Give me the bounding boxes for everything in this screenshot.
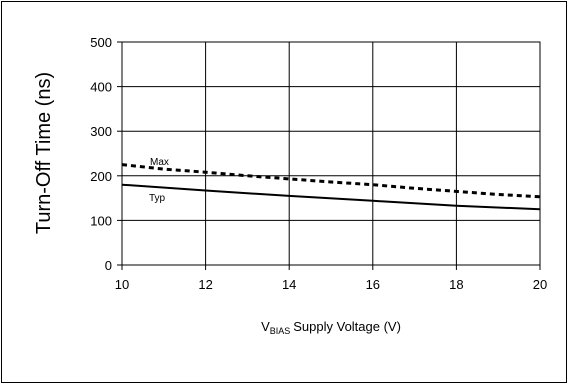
series-line-typ [121,183,541,211]
x-tick-label: 12 [198,277,212,292]
y-tick-label: 400 [90,80,112,95]
grid [121,41,541,266]
annotation-max: Max [150,157,169,168]
x-axis-title-prefix: V [261,319,270,334]
y-axis-title: Turn-Off Time (ns) [33,72,55,234]
x-tick-label: 20 [533,277,547,292]
y-tick-label: 300 [90,124,112,139]
x-axis-title-subscript: BIAS [270,326,291,336]
plot-area [121,41,541,266]
x-tick-label: 16 [366,277,380,292]
x-axis-title-rest: Supply Voltage (V) [293,319,401,334]
x-tick-label: 10 [115,277,129,292]
y-tick-label: 500 [90,35,112,50]
y-tick-label: 0 [105,258,112,273]
x-axis-ticks: 10 12 14 16 18 20 [115,265,547,292]
x-axis-title: VBIAS Supply Voltage (V) [261,319,401,336]
y-axis-ticks: 0 100 200 300 400 500 [90,35,122,273]
x-tick-label: 14 [282,277,296,292]
y-tick-label: 200 [90,169,112,184]
annotation-typ: Typ [149,193,166,204]
series-group [121,163,541,211]
x-tick-label: 18 [449,277,463,292]
series-line-max [121,163,541,199]
y-tick-label: 100 [90,213,112,228]
